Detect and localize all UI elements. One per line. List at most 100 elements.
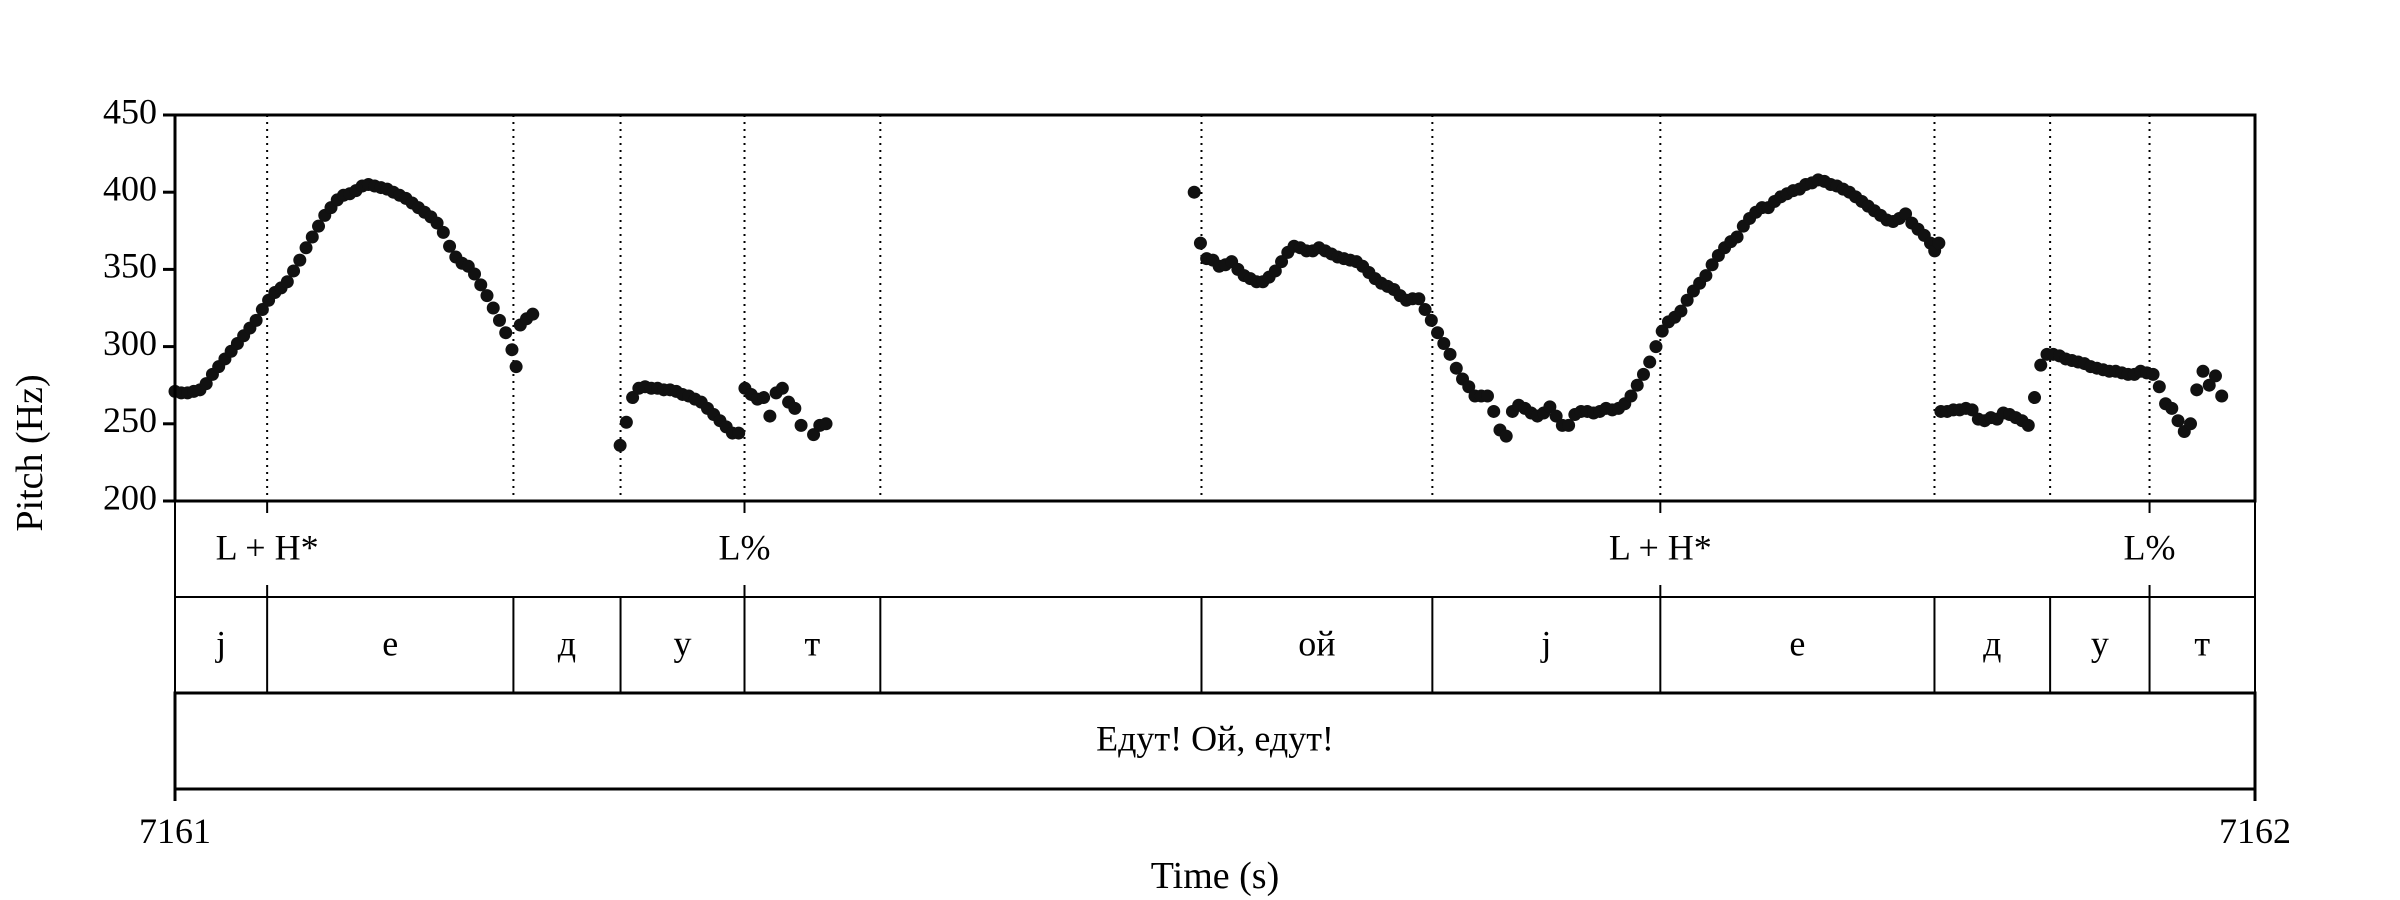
pitch-point-133: [1443, 347, 1457, 361]
segment-label-7: j: [1539, 623, 1551, 663]
pitch-point-105: [1268, 264, 1282, 278]
pitch-point-166: [1649, 340, 1663, 354]
pitch-point-167: [1655, 324, 1669, 338]
utterance-tier: [173, 691, 2257, 791]
tone-label-3: L%: [2124, 527, 2176, 567]
pitch-point-83: [763, 409, 777, 423]
y-tick-label-2: 300: [103, 323, 157, 363]
x-tick-label-start: 7161: [139, 811, 211, 851]
pitch-point-162: [1624, 389, 1638, 403]
pitch-point-129: [1418, 303, 1432, 317]
segment-label-2: д: [558, 623, 576, 663]
y-tick-label-5: 450: [103, 91, 157, 131]
pitch-point-179: [1730, 230, 1744, 244]
pitch-point-206: [1899, 207, 1913, 221]
pitch-point-257: [2208, 369, 2222, 383]
segment-label-6: ой: [1298, 623, 1335, 663]
pitch-point-253: [2184, 417, 2198, 431]
pitch-point-164: [1636, 367, 1650, 381]
pitch-point-152: [1562, 418, 1576, 432]
pitch-point-20: [293, 253, 307, 267]
pitch-point-170: [1674, 304, 1688, 318]
pitch-point-43: [436, 225, 450, 239]
pitch-point-53: [499, 326, 513, 340]
pitch-point-44: [443, 239, 457, 253]
pitch-point-165: [1643, 355, 1657, 369]
tone-label-2: L + H*: [1609, 527, 1712, 567]
pitch-point-93: [1193, 236, 1207, 250]
pitch-point-174: [1699, 269, 1713, 283]
pitch-point-139: [1480, 389, 1494, 403]
pitch-point-256: [2202, 378, 2216, 392]
pitch-point-52: [492, 313, 506, 327]
tone-tier: [174, 500, 2256, 598]
pitch-point-51: [486, 301, 500, 315]
pitch-point-131: [1431, 326, 1445, 340]
pitch-point-19: [287, 264, 301, 278]
segment-dividers: [266, 597, 2151, 693]
segment-label-10: у: [2091, 623, 2109, 663]
segment-label-8: е: [1789, 623, 1805, 663]
y-tick-label-4: 400: [103, 168, 157, 208]
pitch-point-50: [480, 289, 494, 303]
y-axis: 200 250 300 350 400 450: [103, 91, 175, 517]
pitch-point-13: [249, 313, 263, 327]
pitch-point-128: [1412, 292, 1426, 306]
pitch-point-254: [2190, 383, 2204, 397]
y-axis-title: Pitch (Hz): [9, 374, 51, 531]
pitch-point-106: [1275, 255, 1289, 269]
pitch-point-91: [819, 417, 833, 431]
tone-label-1: L%: [719, 527, 771, 567]
pitch-point-23: [312, 219, 326, 233]
y-tick-label-0: 200: [103, 477, 157, 517]
pitch-point-78: [732, 426, 746, 440]
pitch-point-171: [1680, 293, 1694, 307]
pitch-point-49: [474, 278, 488, 292]
pitch-point-55: [509, 360, 523, 374]
pitch-point-88: [794, 418, 808, 432]
pitch-point-18: [280, 275, 294, 289]
segment-labels: j е д у т ой j е д у т: [214, 623, 2210, 663]
segment-label-9: д: [1983, 623, 2001, 663]
pitch-point-87: [788, 401, 802, 415]
y-tick-label-1: 250: [103, 400, 157, 440]
boundary-lines: [266, 115, 2151, 501]
pitch-point-22: [305, 230, 319, 244]
pitch-point-228: [2028, 391, 2042, 405]
pitch-point-59: [613, 438, 627, 452]
pitch-point-247: [2146, 367, 2160, 381]
y-tick-label-3: 350: [103, 246, 157, 286]
pitch-point-92: [1187, 185, 1201, 199]
pitch-point-48: [468, 267, 482, 281]
pitch-point-248: [2152, 380, 2166, 394]
pitch-point-134: [1449, 361, 1463, 375]
pitch-point-5: [199, 377, 213, 391]
segment-label-0: j: [214, 623, 226, 663]
pitch-point-42: [430, 216, 444, 230]
pitch-point-60: [619, 415, 633, 429]
tone-labels: L + H* L% L + H* L%: [216, 501, 2176, 597]
pitch-point-132: [1437, 337, 1451, 351]
pitch-point-142: [1499, 429, 1513, 443]
pitch-point-212: [1932, 236, 1946, 250]
pitch-point-61: [626, 391, 640, 405]
pitch-point-227: [2021, 418, 2035, 432]
segment-label-3: у: [674, 623, 692, 663]
pitch-point-251: [2171, 414, 2185, 428]
pitch-point-82: [757, 391, 771, 405]
pitch-point-258: [2215, 389, 2229, 403]
pitch-point-136: [1462, 380, 1476, 394]
pitch-point-58: [526, 307, 540, 321]
pitch-points: [168, 173, 2229, 452]
pitch-point-149: [1543, 400, 1557, 414]
tone-label-0: L + H*: [216, 527, 319, 567]
pitch-point-54: [505, 343, 519, 357]
segment-label-1: е: [382, 623, 398, 663]
pitch-point-150: [1549, 409, 1563, 423]
pitch-point-229: [2034, 358, 2048, 372]
pitch-point-140: [1487, 404, 1501, 418]
pitch-point-85: [775, 381, 789, 395]
pitch-point-255: [2196, 364, 2210, 378]
x-axis-title: Time (s): [1151, 855, 1279, 897]
